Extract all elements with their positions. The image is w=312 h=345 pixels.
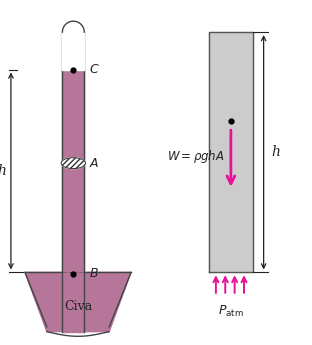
Text: $P_{\rm atm}$: $P_{\rm atm}$ (218, 304, 244, 319)
Polygon shape (25, 272, 131, 332)
Polygon shape (62, 272, 84, 332)
Polygon shape (62, 32, 84, 70)
Text: Civa: Civa (64, 300, 92, 313)
Text: h: h (271, 145, 280, 159)
Polygon shape (62, 21, 84, 32)
Text: A: A (90, 157, 98, 170)
Polygon shape (62, 70, 84, 272)
Polygon shape (209, 32, 253, 272)
Text: B: B (90, 267, 99, 280)
Text: C: C (90, 63, 99, 76)
Ellipse shape (61, 158, 85, 169)
Text: h: h (0, 164, 7, 178)
Text: $W = \rho g h A$: $W = \rho g h A$ (167, 148, 225, 165)
